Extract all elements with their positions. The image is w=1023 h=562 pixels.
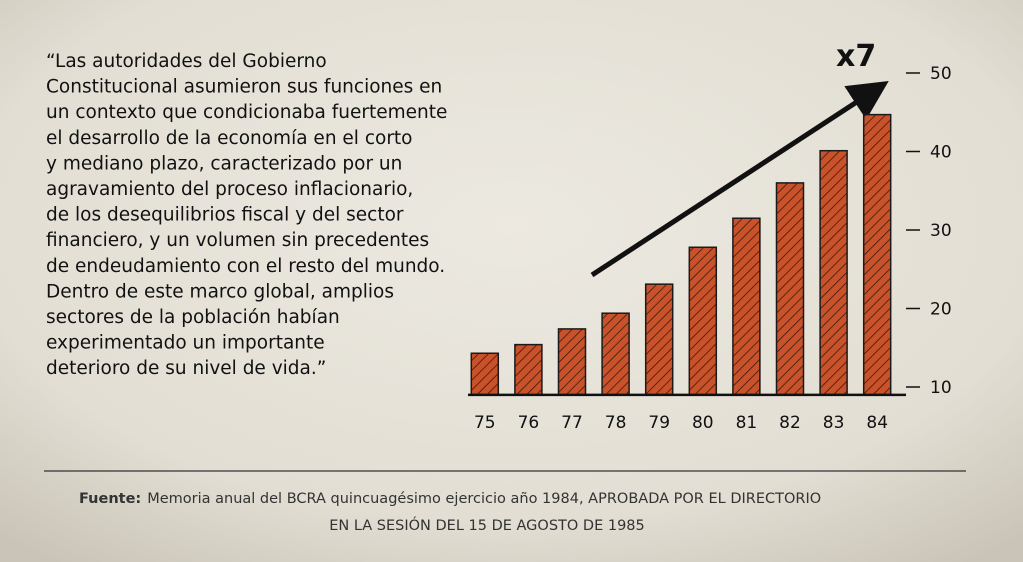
y-tick-label: 20 [930,300,952,320]
x-tick-label: 80 [692,413,714,433]
quote-line: un contexto que condicionaba fuertemente [46,102,447,123]
annotation: x7 [836,39,876,74]
x-tick-label: 81 [736,413,758,433]
bar [601,312,630,396]
bar [644,283,674,396]
x-tick-label: 83 [823,413,845,433]
bar [819,149,848,396]
x-tick-label: 82 [779,413,801,433]
quote-line: “Las autoridades del Gobierno [46,51,327,72]
x-tick-label: 79 [648,413,670,433]
growth-arrow [590,81,889,278]
x-tick-label: 77 [561,413,583,433]
quote-line: y mediano plazo, caracterizado por un [46,153,402,174]
source-line: Memoria anual del BCRA quincuagésimo eje… [147,491,821,507]
quote-line: deterioro de su nivel de vida.” [46,358,326,379]
source-line: EN LA SESIÓN DEL 15 DE AGOSTO DE 1985 [329,516,645,534]
quote-line: agravamiento del proceso inflacionario, [46,179,413,200]
bar [514,343,543,396]
quote-line: de endeudamiento con el resto del mundo. [46,256,445,277]
y-tick-label: 50 [930,64,952,84]
bar [470,352,500,396]
bar [775,182,805,396]
quote-line: sectores de la población habían [46,307,340,328]
bar [862,113,892,396]
quote-line: Dentro de este marco global, amplios [46,281,394,302]
quote-line: financiero, y un volumen sin precedentes [46,230,429,251]
bar [732,217,761,396]
bar [688,246,718,396]
y-tick-label: 40 [930,143,952,163]
quote: “Las autoridades del Gobierno Constitucio… [46,51,447,379]
quote-line: experimentado un importante [46,333,325,354]
x-tick-label: 76 [518,413,540,433]
source-text: Fuente: Memoria anual del BCRA quincuagés… [79,491,821,507]
source-label: Fuente: [79,491,141,507]
quote-line: de los desequilibrios fiscal y del secto… [46,205,404,226]
quote-line: el desarrollo de la economía en el corto [46,128,413,149]
y-tick-label: 10 [930,378,952,398]
x-tick-label: 75 [474,413,496,433]
x-tick-label: 84 [866,413,888,433]
bar [557,328,587,396]
x-tick-label: 78 [605,413,627,433]
quote-line: Constitucional asumieron sus funciones e… [46,77,442,98]
y-tick-label: 30 [930,221,952,241]
